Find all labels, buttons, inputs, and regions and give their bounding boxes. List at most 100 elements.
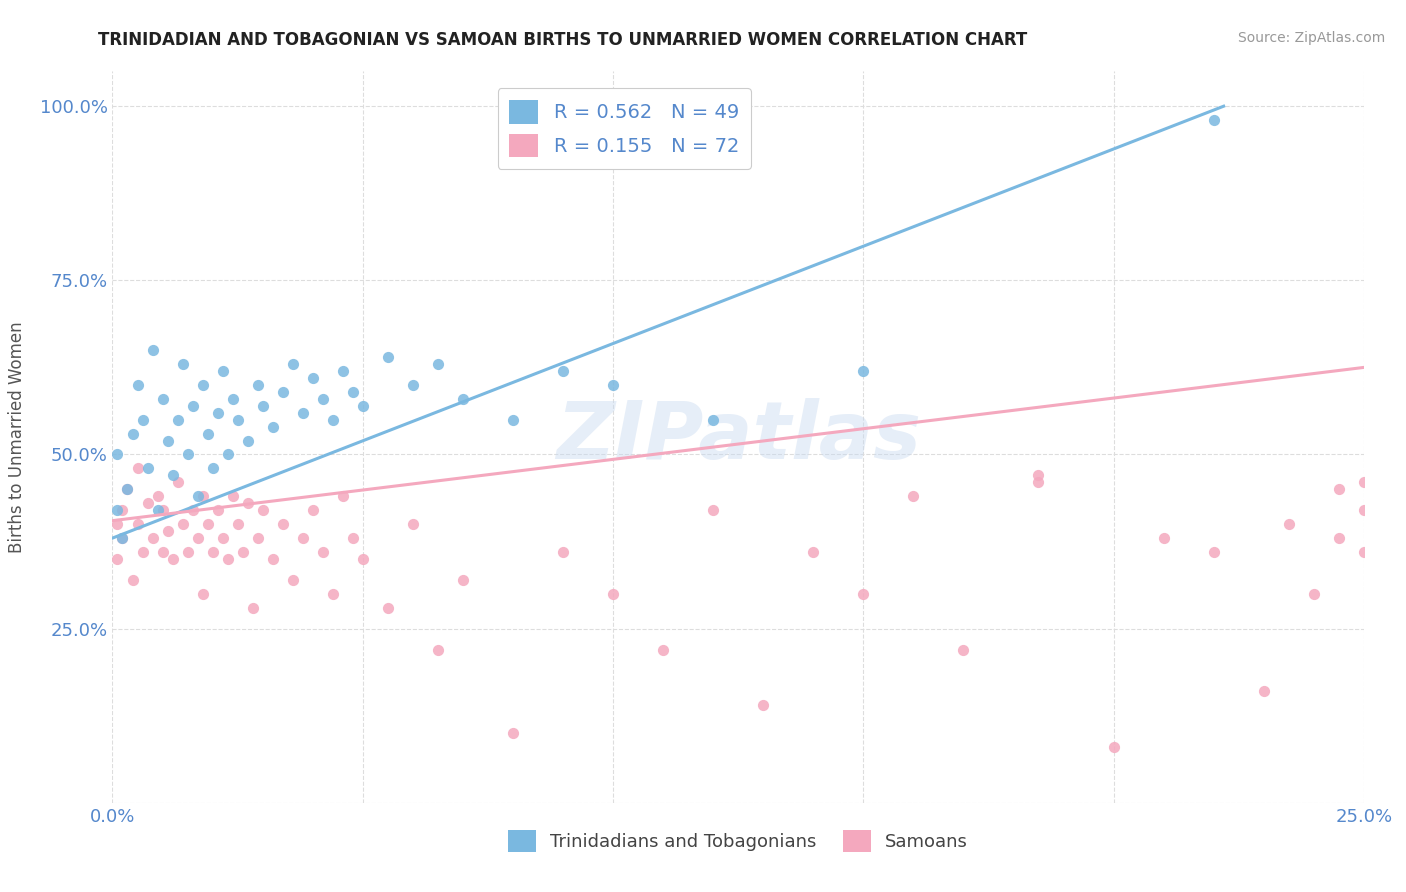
Point: [252, 503, 274, 517]
Point: [111, 531, 134, 545]
Point: [172, 517, 194, 532]
Point: [107, 503, 129, 517]
Point: [291, 406, 314, 420]
Point: [111, 503, 134, 517]
Point: [1302, 587, 1324, 601]
Point: [1202, 545, 1225, 559]
Point: [1102, 740, 1125, 755]
Point: [242, 600, 264, 615]
Point: [187, 531, 209, 545]
Point: [252, 399, 274, 413]
Point: [172, 357, 194, 371]
Point: [1353, 545, 1375, 559]
Point: [271, 384, 294, 399]
Point: [312, 545, 335, 559]
Point: [236, 496, 259, 510]
Point: [191, 587, 214, 601]
Point: [162, 468, 184, 483]
Point: [903, 489, 925, 503]
Point: [352, 399, 374, 413]
Point: [281, 573, 304, 587]
Point: [1028, 468, 1050, 483]
Point: [332, 489, 354, 503]
Point: [217, 448, 239, 462]
Point: [176, 545, 198, 559]
Text: TRINIDADIAN AND TOBAGONIAN VS SAMOAN BIRTHS TO UNMARRIED WOMEN CORRELATION CHART: TRINIDADIAN AND TOBAGONIAN VS SAMOAN BIR…: [98, 31, 1028, 49]
Point: [1253, 684, 1275, 698]
Point: [211, 364, 233, 378]
Point: [1028, 475, 1050, 490]
Point: [342, 384, 364, 399]
Point: [1278, 517, 1301, 532]
Point: [127, 517, 149, 532]
Point: [221, 392, 243, 406]
Point: [702, 412, 724, 426]
Point: [652, 642, 675, 657]
Point: [191, 377, 214, 392]
Point: [426, 357, 449, 371]
Point: [752, 698, 775, 713]
Point: [262, 552, 284, 566]
Point: [121, 426, 143, 441]
Point: [156, 434, 179, 448]
Point: [322, 587, 344, 601]
Point: [121, 573, 143, 587]
Point: [702, 503, 724, 517]
Point: [211, 531, 233, 545]
Point: [131, 412, 153, 426]
Point: [236, 434, 259, 448]
Point: [107, 517, 129, 532]
Point: [166, 412, 188, 426]
Point: [377, 600, 399, 615]
Point: [301, 371, 323, 385]
Point: [207, 406, 229, 420]
Point: [166, 475, 188, 490]
Point: [551, 364, 574, 378]
Point: [107, 552, 129, 566]
Point: [146, 489, 169, 503]
Point: [152, 545, 174, 559]
Point: [801, 545, 824, 559]
Point: [187, 489, 209, 503]
Point: [152, 392, 174, 406]
Point: [271, 517, 294, 532]
Point: [262, 419, 284, 434]
Y-axis label: Births to Unmarried Women: Births to Unmarried Women: [7, 321, 25, 553]
Point: [207, 503, 229, 517]
Point: [127, 377, 149, 392]
Point: [141, 531, 163, 545]
Point: [402, 517, 425, 532]
Point: [117, 483, 139, 497]
Point: [352, 552, 374, 566]
Point: [181, 503, 204, 517]
Point: [226, 517, 249, 532]
Point: [107, 448, 129, 462]
Point: [246, 377, 269, 392]
Point: [332, 364, 354, 378]
Point: [201, 545, 224, 559]
Point: [136, 496, 159, 510]
Point: [176, 448, 198, 462]
Point: [131, 545, 153, 559]
Point: [246, 531, 269, 545]
Point: [152, 503, 174, 517]
Point: [1353, 475, 1375, 490]
Point: [217, 552, 239, 566]
Point: [201, 461, 224, 475]
Point: [402, 377, 425, 392]
Point: [127, 461, 149, 475]
Point: [451, 392, 474, 406]
Point: [117, 483, 139, 497]
Point: [301, 503, 323, 517]
Point: [191, 489, 214, 503]
Text: Source: ZipAtlas.com: Source: ZipAtlas.com: [1237, 31, 1385, 45]
Point: [197, 426, 219, 441]
Point: [342, 531, 364, 545]
Point: [1327, 531, 1350, 545]
Point: [1202, 113, 1225, 128]
Point: [322, 412, 344, 426]
Point: [136, 461, 159, 475]
Text: ZIPatlas: ZIPatlas: [555, 398, 921, 476]
Point: [181, 399, 204, 413]
Point: [281, 357, 304, 371]
